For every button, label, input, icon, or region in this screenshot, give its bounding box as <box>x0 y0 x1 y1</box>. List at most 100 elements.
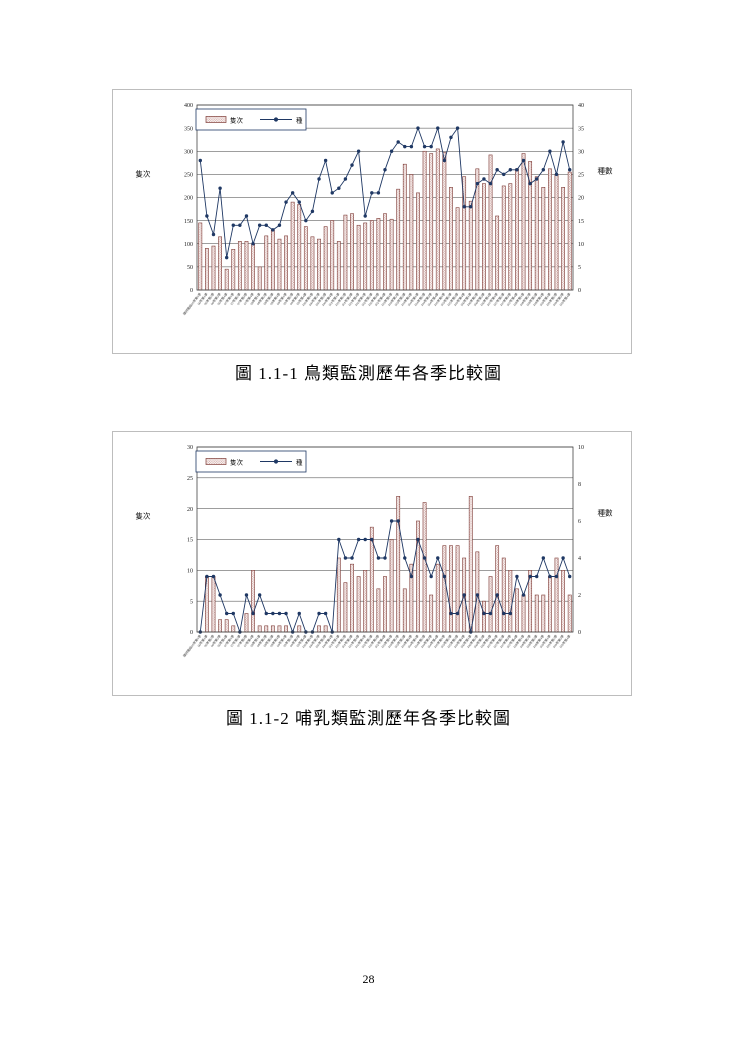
bar <box>495 215 500 291</box>
bar <box>416 520 420 633</box>
species-point <box>297 611 301 616</box>
bar <box>508 183 513 291</box>
right-axis-tick-label: 5 <box>578 265 581 271</box>
species-point <box>304 218 308 223</box>
bar <box>270 625 275 633</box>
species-point <box>521 158 526 163</box>
right-axis-tick-label: 40 <box>578 103 584 109</box>
species-point <box>356 537 361 542</box>
species-point <box>548 574 552 579</box>
left-axis-tick-label: 0 <box>190 630 193 636</box>
species-point <box>264 611 268 616</box>
bar <box>482 600 486 633</box>
bar <box>251 570 255 633</box>
species-point <box>561 140 565 144</box>
species-point <box>482 177 486 181</box>
species-point <box>396 519 400 523</box>
legend-line-marker-icon <box>273 117 279 122</box>
bar <box>350 563 354 633</box>
species-point <box>198 158 202 163</box>
bar <box>554 174 559 291</box>
bar <box>383 576 387 633</box>
species-point <box>488 181 493 186</box>
species-point <box>383 556 387 560</box>
right-axis-tick-label: 4 <box>578 556 581 562</box>
bar <box>501 557 506 633</box>
bar <box>383 213 387 291</box>
bar <box>310 236 315 291</box>
species-point <box>396 140 400 144</box>
species-point <box>528 574 532 579</box>
bar <box>363 570 368 633</box>
right-axis-tick-label: 10 <box>578 242 584 248</box>
species-point <box>403 144 407 149</box>
legend: 隻次 種 <box>195 450 307 473</box>
species-point <box>475 181 480 186</box>
left-axis-tick-label: 100 <box>184 242 193 248</box>
x-axis-labels: 環評階段95年第1季96年第1季96年第2季96年第3季96年第4季97年第1季… <box>181 633 572 658</box>
species-point <box>436 126 440 130</box>
bar <box>237 241 242 291</box>
species-point <box>403 556 407 560</box>
bar <box>277 238 282 291</box>
species-line <box>198 519 572 634</box>
right-axis-title: 種數 <box>598 166 613 176</box>
species-point <box>462 205 466 209</box>
species-point <box>541 168 546 172</box>
species-point <box>455 126 460 130</box>
bars-series <box>198 148 572 291</box>
species-point <box>205 214 209 218</box>
right-axis-tick-label: 0 <box>578 288 581 294</box>
species-point <box>244 593 249 597</box>
left-axis-tick-label: 350 <box>184 126 193 132</box>
bar <box>501 185 506 291</box>
x-axis-labels: 環評階段95年第1季96年第1季96年第2季96年第3季96年第4季97年第1季… <box>181 291 572 316</box>
species-point <box>290 191 295 195</box>
legend: 隻次 種 <box>195 108 307 131</box>
species-point <box>284 200 288 204</box>
bar <box>435 148 440 291</box>
species-point <box>218 186 222 190</box>
species-point <box>508 168 513 172</box>
species-line <box>198 126 572 260</box>
species-point <box>205 574 209 579</box>
species-point <box>370 191 374 195</box>
species-point <box>442 158 447 163</box>
species-point <box>337 537 341 542</box>
bar <box>468 496 473 633</box>
bar <box>422 150 427 291</box>
bar <box>402 588 407 633</box>
species-point <box>376 556 381 560</box>
bar <box>336 241 341 291</box>
right-axis-title: 種數 <box>598 508 613 518</box>
bar <box>218 619 222 633</box>
bar <box>515 168 519 291</box>
bar <box>396 496 401 633</box>
species-point <box>541 556 546 560</box>
bar <box>442 152 447 291</box>
bar <box>264 235 269 291</box>
figure-2-caption: 圖 1.1-2 哺乳類監測歷年各季比較圖 <box>226 709 511 728</box>
bar <box>482 183 486 291</box>
bar <box>270 229 275 291</box>
species-point <box>389 149 394 153</box>
species-point <box>363 537 367 542</box>
right-axis-tick-label: 0 <box>578 630 581 636</box>
bar <box>277 625 282 633</box>
bar <box>548 576 552 633</box>
left-axis-tick-label: 15 <box>187 538 193 544</box>
bar <box>284 235 288 291</box>
species-point <box>535 177 539 181</box>
legend-box <box>195 108 307 131</box>
bar <box>264 625 269 633</box>
bar <box>534 594 539 633</box>
species-point <box>568 574 572 579</box>
species-point <box>350 163 354 167</box>
left-axis-tick-label: 10 <box>187 569 193 575</box>
left-axis-tick-label: 250 <box>184 173 193 179</box>
species-point <box>323 611 328 616</box>
bar <box>224 619 229 633</box>
legend-bar-swatch-icon <box>205 458 227 465</box>
left-axis-tick-label: 25 <box>187 476 193 482</box>
bar <box>389 218 394 291</box>
